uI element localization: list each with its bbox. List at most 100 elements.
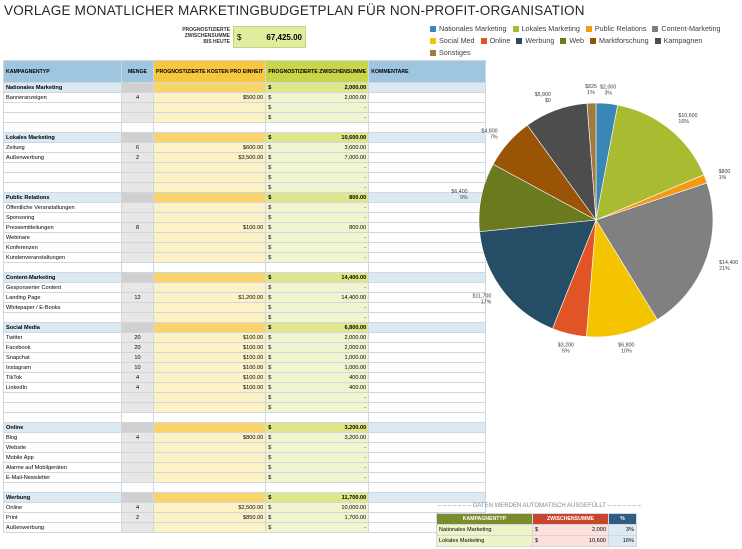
pie-slice[interactable] xyxy=(595,104,705,221)
empty-cell[interactable] xyxy=(265,262,370,273)
comments-cell[interactable] xyxy=(368,402,487,413)
legend-item[interactable]: Werbung xyxy=(516,36,554,48)
empty-cell[interactable] xyxy=(121,262,154,273)
campaign-type-cell[interactable]: Facebook xyxy=(3,342,122,353)
legend-item[interactable]: Kampagnen xyxy=(654,36,702,48)
unit-cost-cell[interactable]: $100.00 xyxy=(152,382,267,393)
unit-cost-cell[interactable] xyxy=(152,402,267,413)
subtotal-cell[interactable]: $ - xyxy=(265,452,370,463)
pie-slice[interactable] xyxy=(586,219,658,338)
comments-cell[interactable] xyxy=(368,432,487,443)
campaign-type-cell[interactable]: TikTok xyxy=(3,372,122,383)
subtotal-cell[interactable]: $800.00 xyxy=(265,192,370,203)
unit-cost-cell[interactable] xyxy=(152,182,267,193)
quantity-cell[interactable] xyxy=(121,182,154,193)
subtotal-cell[interactable]: $2,000.00 xyxy=(265,332,370,343)
campaign-type-cell[interactable]: Banneranzeigen xyxy=(3,92,122,103)
quantity-cell[interactable]: 4 xyxy=(121,382,154,393)
empty-cell[interactable] xyxy=(152,482,267,493)
campaign-type-cell[interactable]: E-Mail-Newsletter xyxy=(3,472,122,483)
quantity-cell[interactable]: 10 xyxy=(121,362,154,373)
empty-cell[interactable] xyxy=(368,482,487,493)
unit-cost-cell[interactable] xyxy=(152,442,267,453)
subtotal-cell[interactable]: $3,200.00 xyxy=(265,422,370,433)
campaign-type-cell[interactable]: Website xyxy=(3,442,122,453)
subtotal-cell[interactable]: $2,000.00 xyxy=(265,82,370,93)
campaign-type-cell[interactable] xyxy=(3,402,122,413)
empty-cell[interactable] xyxy=(368,412,487,423)
campaign-type-cell[interactable]: Public Relations xyxy=(3,192,122,203)
legend-item[interactable]: Public Relations xyxy=(585,24,646,36)
quantity-cell[interactable] xyxy=(121,422,154,433)
unit-cost-cell[interactable] xyxy=(152,102,267,113)
subtotal-cell[interactable]: $7,000.00 xyxy=(265,152,370,163)
subtotal-cell[interactable]: $ - xyxy=(265,232,370,243)
quantity-cell[interactable]: 2 xyxy=(121,512,154,523)
unit-cost-cell[interactable]: $500.00 xyxy=(152,92,267,103)
empty-cell[interactable] xyxy=(152,412,267,423)
subtotal-cell[interactable]: $ - xyxy=(265,112,370,123)
subtotal-cell[interactable]: $ - xyxy=(265,162,370,173)
unit-cost-cell[interactable]: $800.00 xyxy=(152,432,267,443)
unit-cost-cell[interactable] xyxy=(152,192,267,203)
subtotal-cell[interactable]: $ - xyxy=(265,202,370,213)
subtotal-cell[interactable]: $14,400.00 xyxy=(265,272,370,283)
empty-cell[interactable] xyxy=(152,122,267,133)
quantity-cell[interactable] xyxy=(121,282,154,293)
subtotal-cell[interactable]: $ - xyxy=(265,402,370,413)
comments-cell[interactable] xyxy=(368,372,487,383)
campaign-type-cell[interactable]: Mobile App xyxy=(3,452,122,463)
unit-cost-cell[interactable]: $600.00 xyxy=(152,142,267,153)
quantity-cell[interactable] xyxy=(121,112,154,123)
quantity-cell[interactable] xyxy=(121,202,154,213)
empty-cell[interactable] xyxy=(152,262,267,273)
subtotal-cell[interactable]: $800.00 xyxy=(265,222,370,233)
quantity-cell[interactable]: 12 xyxy=(121,292,154,303)
quantity-cell[interactable] xyxy=(121,452,154,463)
comments-cell[interactable] xyxy=(368,452,487,463)
quantity-cell[interactable] xyxy=(121,172,154,183)
quantity-cell[interactable]: 20 xyxy=(121,332,154,343)
summary-type-cell[interactable]: Nationales Marketing xyxy=(436,524,533,536)
summary-type-cell[interactable]: Lokales Marketing xyxy=(436,535,533,547)
campaign-type-cell[interactable]: Alarme auf Mobilgeräten xyxy=(3,462,122,473)
unit-cost-cell[interactable]: $100.00 xyxy=(152,362,267,373)
unit-cost-cell[interactable]: $100.00 xyxy=(152,332,267,343)
subtotal-cell[interactable]: $10,000.00 xyxy=(265,502,370,513)
quantity-cell[interactable] xyxy=(121,242,154,253)
legend-item[interactable]: Web xyxy=(560,36,584,48)
campaign-type-cell[interactable] xyxy=(3,312,122,323)
subtotal-cell[interactable]: $ - xyxy=(265,522,370,533)
header-subtotal[interactable]: PROGNOSTIZIERTE ZWISCHENSUMME xyxy=(265,60,370,83)
summary-header-pct[interactable]: % xyxy=(608,513,637,525)
empty-cell[interactable] xyxy=(121,122,154,133)
subtotal-cell[interactable]: $ - xyxy=(265,182,370,193)
quantity-cell[interactable] xyxy=(121,82,154,93)
empty-cell[interactable] xyxy=(265,412,370,423)
unit-cost-cell[interactable] xyxy=(152,522,267,533)
empty-cell[interactable] xyxy=(3,262,122,273)
subtotal-cell[interactable]: $3,200.00 xyxy=(265,432,370,443)
campaign-type-cell[interactable] xyxy=(3,112,122,123)
header-unit-cost[interactable]: PROGNOSTIZIERTE KOSTEN PRO EINHEIT xyxy=(152,60,267,83)
unit-cost-cell[interactable] xyxy=(152,472,267,483)
unit-cost-cell[interactable] xyxy=(152,202,267,213)
legend-item[interactable]: Content-Marketing xyxy=(652,24,721,36)
empty-cell[interactable] xyxy=(3,412,122,423)
unit-cost-cell[interactable] xyxy=(152,162,267,173)
campaign-type-cell[interactable]: Instagram xyxy=(3,362,122,373)
subtotal-cell[interactable]: $6,800.00 xyxy=(265,322,370,333)
quantity-cell[interactable] xyxy=(121,392,154,403)
empty-cell[interactable] xyxy=(121,412,154,423)
summary-pct-cell[interactable]: 3% xyxy=(608,524,637,536)
subtotal-cell[interactable]: $2,000.00 xyxy=(265,342,370,353)
unit-cost-cell[interactable] xyxy=(152,112,267,123)
quantity-cell[interactable] xyxy=(121,402,154,413)
comments-cell[interactable] xyxy=(368,362,487,373)
unit-cost-cell[interactable] xyxy=(152,452,267,463)
unit-cost-cell[interactable]: $1,200.00 xyxy=(152,292,267,303)
subtotal-cell[interactable]: $ - xyxy=(265,252,370,263)
unit-cost-cell[interactable] xyxy=(152,302,267,313)
campaign-type-cell[interactable] xyxy=(3,392,122,403)
comments-cell[interactable] xyxy=(368,382,487,393)
